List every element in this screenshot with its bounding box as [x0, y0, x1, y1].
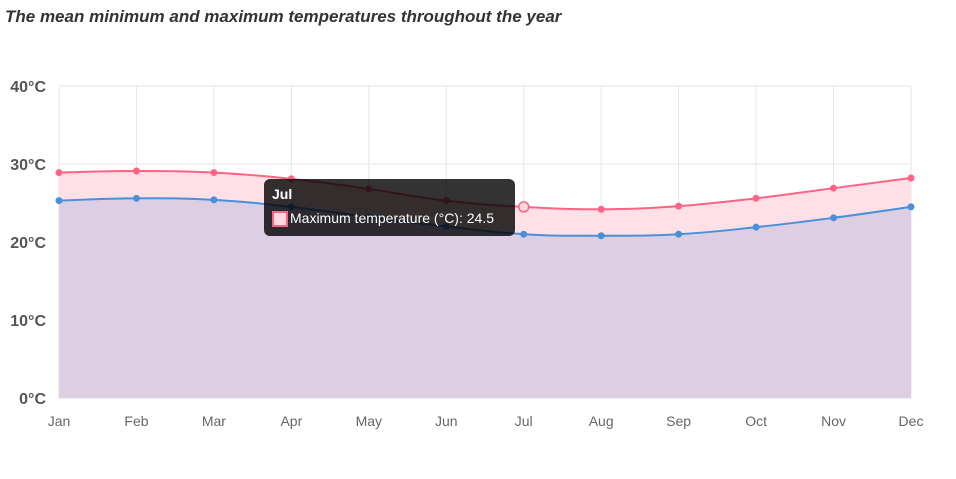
data-point[interactable]: [752, 223, 760, 231]
data-point[interactable]: [520, 230, 528, 238]
tooltip-title: Jul: [272, 186, 293, 202]
x-tick-label: Jul: [515, 413, 533, 429]
x-tick-label: Feb: [124, 413, 148, 429]
x-tick-label: May: [356, 413, 382, 429]
x-tick-label: Sep: [666, 413, 691, 429]
data-point[interactable]: [210, 196, 218, 204]
series-fills: [59, 171, 911, 398]
data-point[interactable]: [55, 169, 63, 177]
x-tick-label: Nov: [821, 413, 846, 429]
data-point[interactable]: [597, 232, 605, 240]
data-point[interactable]: [210, 169, 218, 177]
x-tick-label: Mar: [202, 413, 226, 429]
y-tick-label: 20°C: [10, 235, 46, 252]
tooltip-body: Maximum temperature (°C): 24.5: [290, 210, 494, 226]
data-point[interactable]: [907, 203, 915, 211]
x-tick-label: Oct: [745, 413, 767, 429]
chart-tooltip: Jul Maximum temperature (°C): 24.5: [264, 179, 515, 236]
tooltip-color-swatch: [272, 211, 288, 227]
data-point[interactable]: [907, 174, 915, 182]
y-tick-label: 0°C: [19, 391, 46, 408]
data-point[interactable]: [132, 194, 140, 202]
data-point[interactable]: [830, 214, 838, 222]
data-point[interactable]: [517, 201, 530, 213]
chart-title: The mean minimum and maximum temperature…: [5, 7, 562, 26]
x-axis: Jan Feb Mar Apr May Jun Jul Aug Sep Oct Nov Dec: [48, 413, 924, 429]
y-axis: 0°C 10°C 20°C 30°C 40°C: [10, 79, 46, 408]
data-point[interactable]: [597, 205, 605, 213]
data-point[interactable]: [830, 184, 838, 192]
y-tick-label: 30°C: [10, 157, 46, 174]
data-point[interactable]: [55, 197, 63, 205]
data-point[interactable]: [675, 230, 683, 238]
data-point[interactable]: [132, 167, 140, 175]
x-tick-label: Aug: [589, 413, 614, 429]
data-point[interactable]: [752, 194, 760, 202]
x-tick-label: Jun: [435, 413, 458, 429]
data-point[interactable]: [675, 202, 683, 210]
y-tick-label: 10°C: [10, 313, 46, 330]
series-1-fill: [59, 198, 911, 398]
x-tick-label: Dec: [899, 413, 924, 429]
x-tick-label: Jan: [48, 413, 71, 429]
x-tick-label: Apr: [280, 413, 302, 429]
y-tick-label: 40°C: [10, 79, 46, 96]
